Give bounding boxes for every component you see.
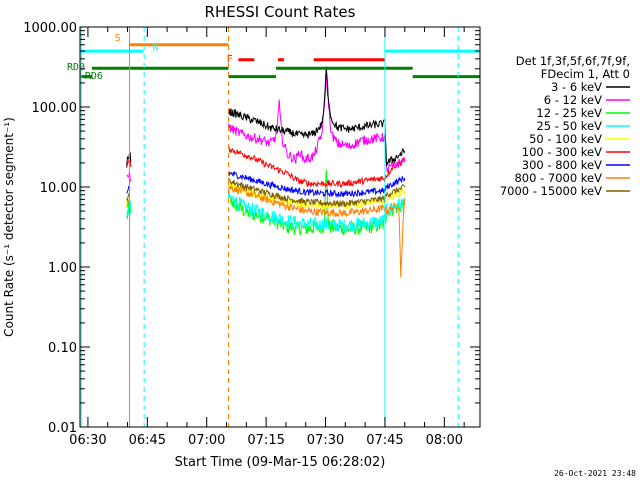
y-tick-label: 100.00	[32, 101, 78, 116]
state-label-n: N	[152, 43, 158, 54]
trace-3-6-kev	[228, 66, 406, 167]
x-axis: 06:30 06:45 07:00 07:15 07:30 07:45 08:00	[69, 27, 465, 448]
y-tick-label: 1000.00	[23, 21, 77, 36]
data-traces	[126, 66, 406, 278]
state-label-rd0: RD0	[67, 62, 85, 73]
state-label-rd6: RD6	[85, 71, 103, 82]
x-tick-label: 07:30	[307, 433, 344, 448]
trace-3-6-kev	[126, 152, 132, 167]
state-label-f: F	[227, 54, 233, 65]
x-tick-label: 07:45	[366, 433, 403, 448]
trace-25-50-kev	[126, 200, 132, 216]
x-tick-label: 08:00	[426, 433, 463, 448]
trace-7000-15000-kev	[228, 177, 406, 208]
trace-800-7000-kev	[228, 185, 406, 278]
trace-100-300-kev	[228, 145, 406, 188]
chart-title: RHESSI Count Rates	[205, 3, 356, 21]
legend: Det 1f,3f,5f,6f,7f,9f, FDecim 1, Att 0 3…	[500, 54, 630, 198]
legend-label-300-800-kev: 300 - 800 keV	[522, 158, 602, 172]
x-tick-label: 07:00	[188, 433, 225, 448]
y-tick-label: 0.10	[48, 341, 77, 356]
x-tick-label: 06:45	[129, 433, 166, 448]
trace-300-800-kev	[228, 170, 406, 199]
legend-header-line-1: Det 1f,3f,5f,6f,7f,9f,	[516, 54, 630, 68]
legend-label-3-6-kev: 3 - 6 keV	[551, 80, 602, 94]
x-tick-label: 06:30	[69, 433, 106, 448]
x-tick-label: 07:15	[247, 433, 284, 448]
legend-label-800-7000-kev: 800 - 7000 keV	[514, 171, 602, 185]
y-tick-label: 10.00	[40, 181, 77, 196]
plot-frame	[79, 26, 481, 428]
event-marker-lines	[80, 27, 459, 427]
legend-label-6-12-kev: 6 - 12 keV	[544, 93, 602, 107]
x-axis-label: Start Time (09-Mar-15 06:28:02)	[175, 455, 386, 470]
y-tick-label: 1.00	[48, 261, 77, 276]
trace-6-12-kev	[126, 170, 132, 182]
trace-800-7000-kev	[126, 200, 130, 208]
y-tick-label: 0.01	[48, 421, 77, 436]
y-axis: 0.01 0.10 1.00 10.00 100.00 1000.00	[23, 21, 480, 436]
trace-50-100-kev	[228, 181, 406, 210]
footer-date: 26-Oct-2021 23:48	[554, 469, 636, 478]
trace-6-12-kev	[228, 71, 406, 173]
y-axis-label: Count Rate (s⁻¹ detector segment⁻¹)	[2, 117, 16, 337]
state-label-s: S	[115, 33, 121, 44]
trace-300-800-kev	[126, 185, 130, 194]
legend-label-25-50-kev: 25 - 50 keV	[536, 119, 602, 133]
trace-7000-15000-kev	[126, 193, 130, 203]
legend-label-7000-15000-kev: 7000 - 15000 keV	[500, 184, 602, 198]
legend-label-100-300-kev: 100 - 300 keV	[522, 145, 602, 159]
trace-25-50-kev	[228, 190, 406, 233]
legend-label-50-100-kev: 50 - 100 keV	[529, 132, 602, 146]
legend-label-12-25-kev: 12 - 25 keV	[536, 106, 602, 120]
legend-header-line-2: FDecim 1, Att 0	[541, 67, 630, 81]
